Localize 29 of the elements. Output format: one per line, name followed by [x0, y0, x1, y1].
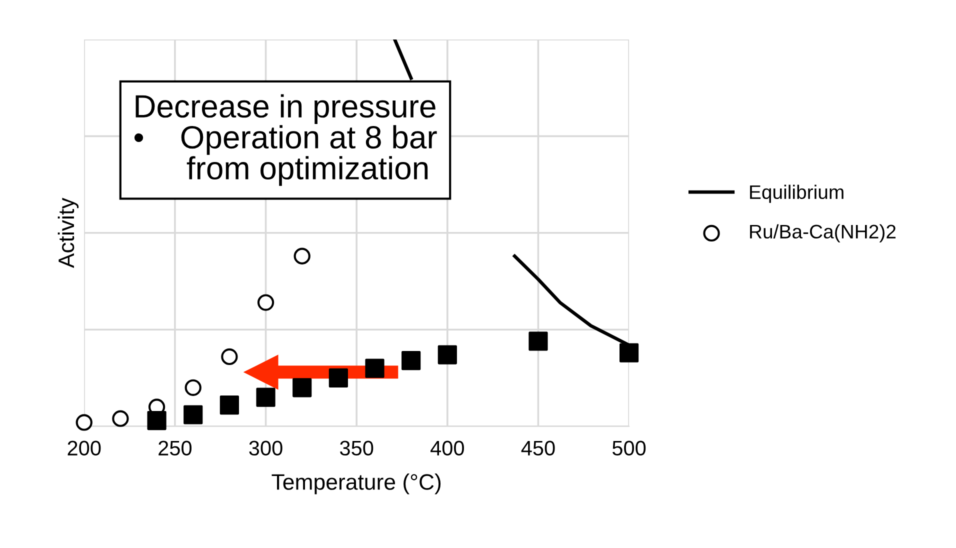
- point: [328, 368, 348, 388]
- x-tick-label: 300: [249, 440, 282, 456]
- point: [221, 348, 238, 366]
- x-axis-title: Temperature (°C): [272, 474, 441, 494]
- point: [256, 388, 276, 407]
- point: [112, 410, 129, 427]
- legend-label: Equilibrium: [750, 184, 844, 203]
- x-tick-label: 400: [430, 440, 464, 456]
- point: [620, 343, 639, 362]
- point: [438, 345, 457, 364]
- point: [528, 332, 548, 351]
- x-tick-label: 500: [612, 440, 646, 456]
- point: [76, 414, 92, 431]
- point: [402, 351, 421, 370]
- x-tick-label: 200: [68, 440, 101, 456]
- annotation: Decrease in pressure • Operation at 8 bar from optimization: [134, 94, 437, 186]
- point: [184, 405, 203, 424]
- x-tick-label: 450: [521, 440, 555, 456]
- y-axis-title: Activity: [58, 198, 79, 268]
- point: [220, 396, 239, 415]
- legend-label: Ru/Ba-Ca(NH2)2: [750, 224, 896, 242]
- point: [184, 379, 202, 396]
- point: [294, 248, 310, 264]
- x-tick-label: 250: [158, 440, 192, 456]
- point: [365, 358, 384, 378]
- point: [147, 410, 166, 430]
- point: [257, 294, 274, 311]
- point: [292, 378, 312, 398]
- x-tick-label: 350: [340, 440, 374, 456]
